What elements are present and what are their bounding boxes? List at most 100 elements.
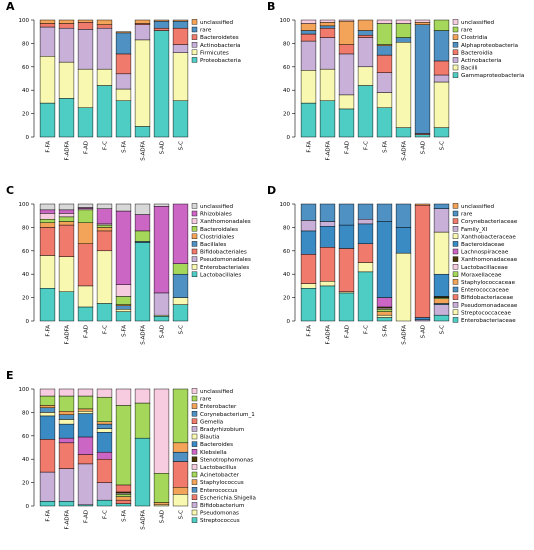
bar-segment [433,19,450,31]
y-tick-label: 60 [22,65,29,71]
legend-swatch [452,225,459,232]
legend-label: unclassified [461,204,494,210]
bar-f-fa [300,19,317,138]
bar-segment [58,23,75,29]
x-tick-label: S-AD [160,141,166,154]
y-tick-label: 20 [283,112,290,118]
bar-segment [357,66,374,86]
bar-segment [433,231,450,275]
legend-swatch [452,264,459,270]
y-tick-label: 80 [22,41,29,47]
bar-s-adfa [134,19,151,138]
y-tick-label: 40 [22,457,29,463]
bar-s-fa [115,388,132,507]
bar-segment [414,19,431,23]
bar-segment [39,26,56,57]
bar-segment [115,210,132,285]
bar-segment [58,501,75,507]
bar-f-ad [77,203,94,322]
bar-segment [376,309,393,312]
x-tick-label: F-AD [84,325,90,338]
bar-s-adfa [395,19,412,138]
bar-segment [58,213,75,218]
legend-label: Enterococcus [200,488,238,494]
bar-segment [395,23,412,38]
bar-segment [96,19,113,25]
bar-segment [172,487,189,495]
bar-f-fa [39,19,56,138]
legend-swatch [191,471,198,478]
legend-swatch [452,294,459,300]
panel-label: D [267,184,276,197]
bar-s-ad [414,19,431,138]
legend-label: Moraxellaceae [461,272,502,278]
bar-segment [115,494,132,497]
bar-segment [300,203,317,221]
legend-label: Bacteroidetes [200,35,239,41]
bar-segment [300,288,317,322]
bar-s-c [433,19,450,138]
legend-swatch [452,233,459,240]
y-tick-label: 0 [26,319,30,325]
bar-segment [153,316,170,322]
bar-segment [172,297,189,305]
y-tick-label: 0 [287,135,291,141]
legend-label: Gemella [200,419,223,425]
bar-f-c [96,388,113,507]
legend-label: Bacillales [200,242,226,248]
bar-segment [414,204,431,318]
bar-segment [39,19,56,24]
y-tick-label: 80 [283,41,290,47]
bar-segment [115,484,132,493]
bar-segment [172,20,189,29]
legend-label: Clostridia [461,35,487,41]
bar-segment [376,107,393,138]
x-tick-label: S-AD [160,510,166,523]
legend-swatch [191,403,198,409]
legend-swatch [191,241,198,247]
bar-segment [77,285,94,308]
bar-segment [172,494,189,507]
bar-segment [96,388,113,398]
bar-s-fa [376,203,393,322]
legend-swatch [452,64,459,71]
bar-segment [172,461,189,488]
legend-swatch [452,218,459,224]
bar-segment [58,98,75,138]
legend-swatch [452,49,459,55]
legend-label: Actinobacteria [200,43,241,49]
legend-label: Enterococcaceae [461,288,509,294]
bar-segment [357,30,374,36]
bar-segment [433,60,450,76]
bar-segment [134,39,151,127]
x-tick-label: F-AD [84,510,90,523]
bar-segment [77,243,94,287]
legend-swatch [191,395,198,402]
bar-segment [395,19,412,24]
bar-segment [433,314,450,322]
y-tick-label: 0 [26,504,30,510]
bar-segment [58,209,75,214]
legend-swatch [191,233,198,240]
bar-segment [39,407,56,413]
bar-segment [433,203,450,209]
bar-segment [58,224,75,257]
bar-segment [77,454,94,465]
bar-segment [134,242,151,322]
bar-segment [414,22,431,25]
bar-segment [300,30,317,35]
bar-segment [96,224,113,228]
y-tick-label: 20 [22,481,29,487]
bar-segment [134,388,151,404]
bar-segment [395,42,412,128]
bar-segment [134,203,151,215]
legend-label: Rhizobiales [200,212,232,218]
bar-segment [172,19,189,22]
bar-f-c [357,203,374,322]
legend-swatch [452,248,459,255]
bar-segment [39,203,56,211]
bar-segment [96,428,113,433]
legend-label: Blautia [200,435,220,441]
bar-segment [39,501,56,507]
